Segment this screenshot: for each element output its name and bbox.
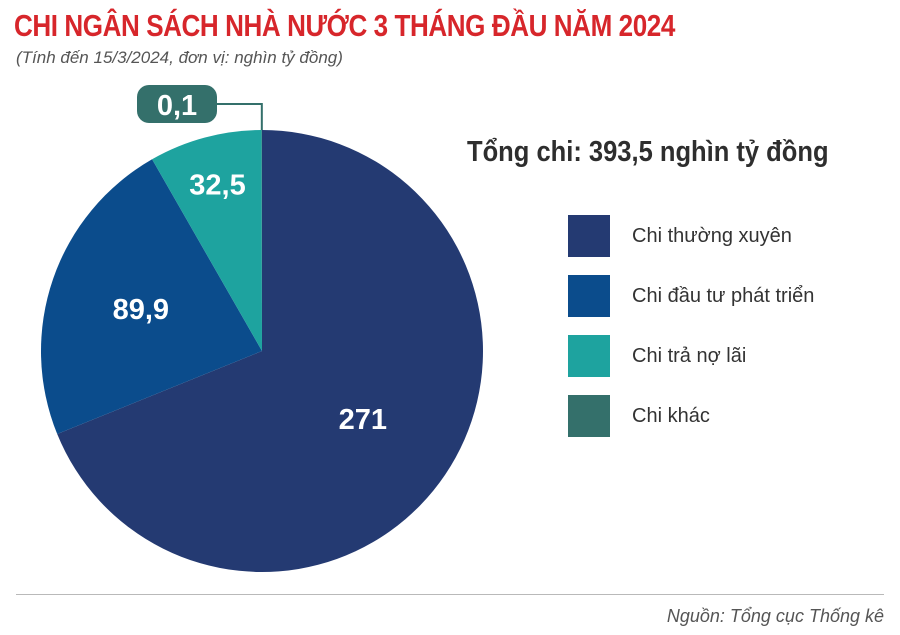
chart-subtitle: (Tính đến 15/3/2024, đơn vị: nghìn tỷ đồ… [16,48,343,67]
footer-divider [16,594,884,595]
legend-label: Chi đầu tư phát triển [632,285,815,307]
callout-box [137,85,217,123]
pie-slice [57,130,483,573]
pie-slice [40,159,262,435]
slice-value-label: 32,5 [189,169,245,201]
chart-title: CHI NGÂN SÁCH NHÀ NƯỚC 3 THÁNG ĐẦU NĂM 2… [14,8,675,43]
legend-label: Chi trả nợ lãi [632,345,747,367]
legend-swatch [568,335,610,377]
legend-label: Chi khác [632,405,710,427]
slice-value-label: 89,9 [113,294,169,326]
legend-label: Chi thường xuyên [632,225,792,247]
pie-slice [152,130,262,351]
legend-swatch [568,395,610,437]
legend-swatch [568,215,610,257]
legend-swatch [568,275,610,317]
slice-value-label: 271 [339,404,387,436]
callout-line [215,103,263,131]
pie-chart: 0,1 271 89,9 32,5 [40,85,483,573]
slice-value-label: 0,1 [157,90,197,122]
source-note: Nguồn: Tổng cục Thống kê [666,606,884,626]
total-spending-label: Tổng chi: 393,5 nghìn tỷ đồng [467,136,829,168]
